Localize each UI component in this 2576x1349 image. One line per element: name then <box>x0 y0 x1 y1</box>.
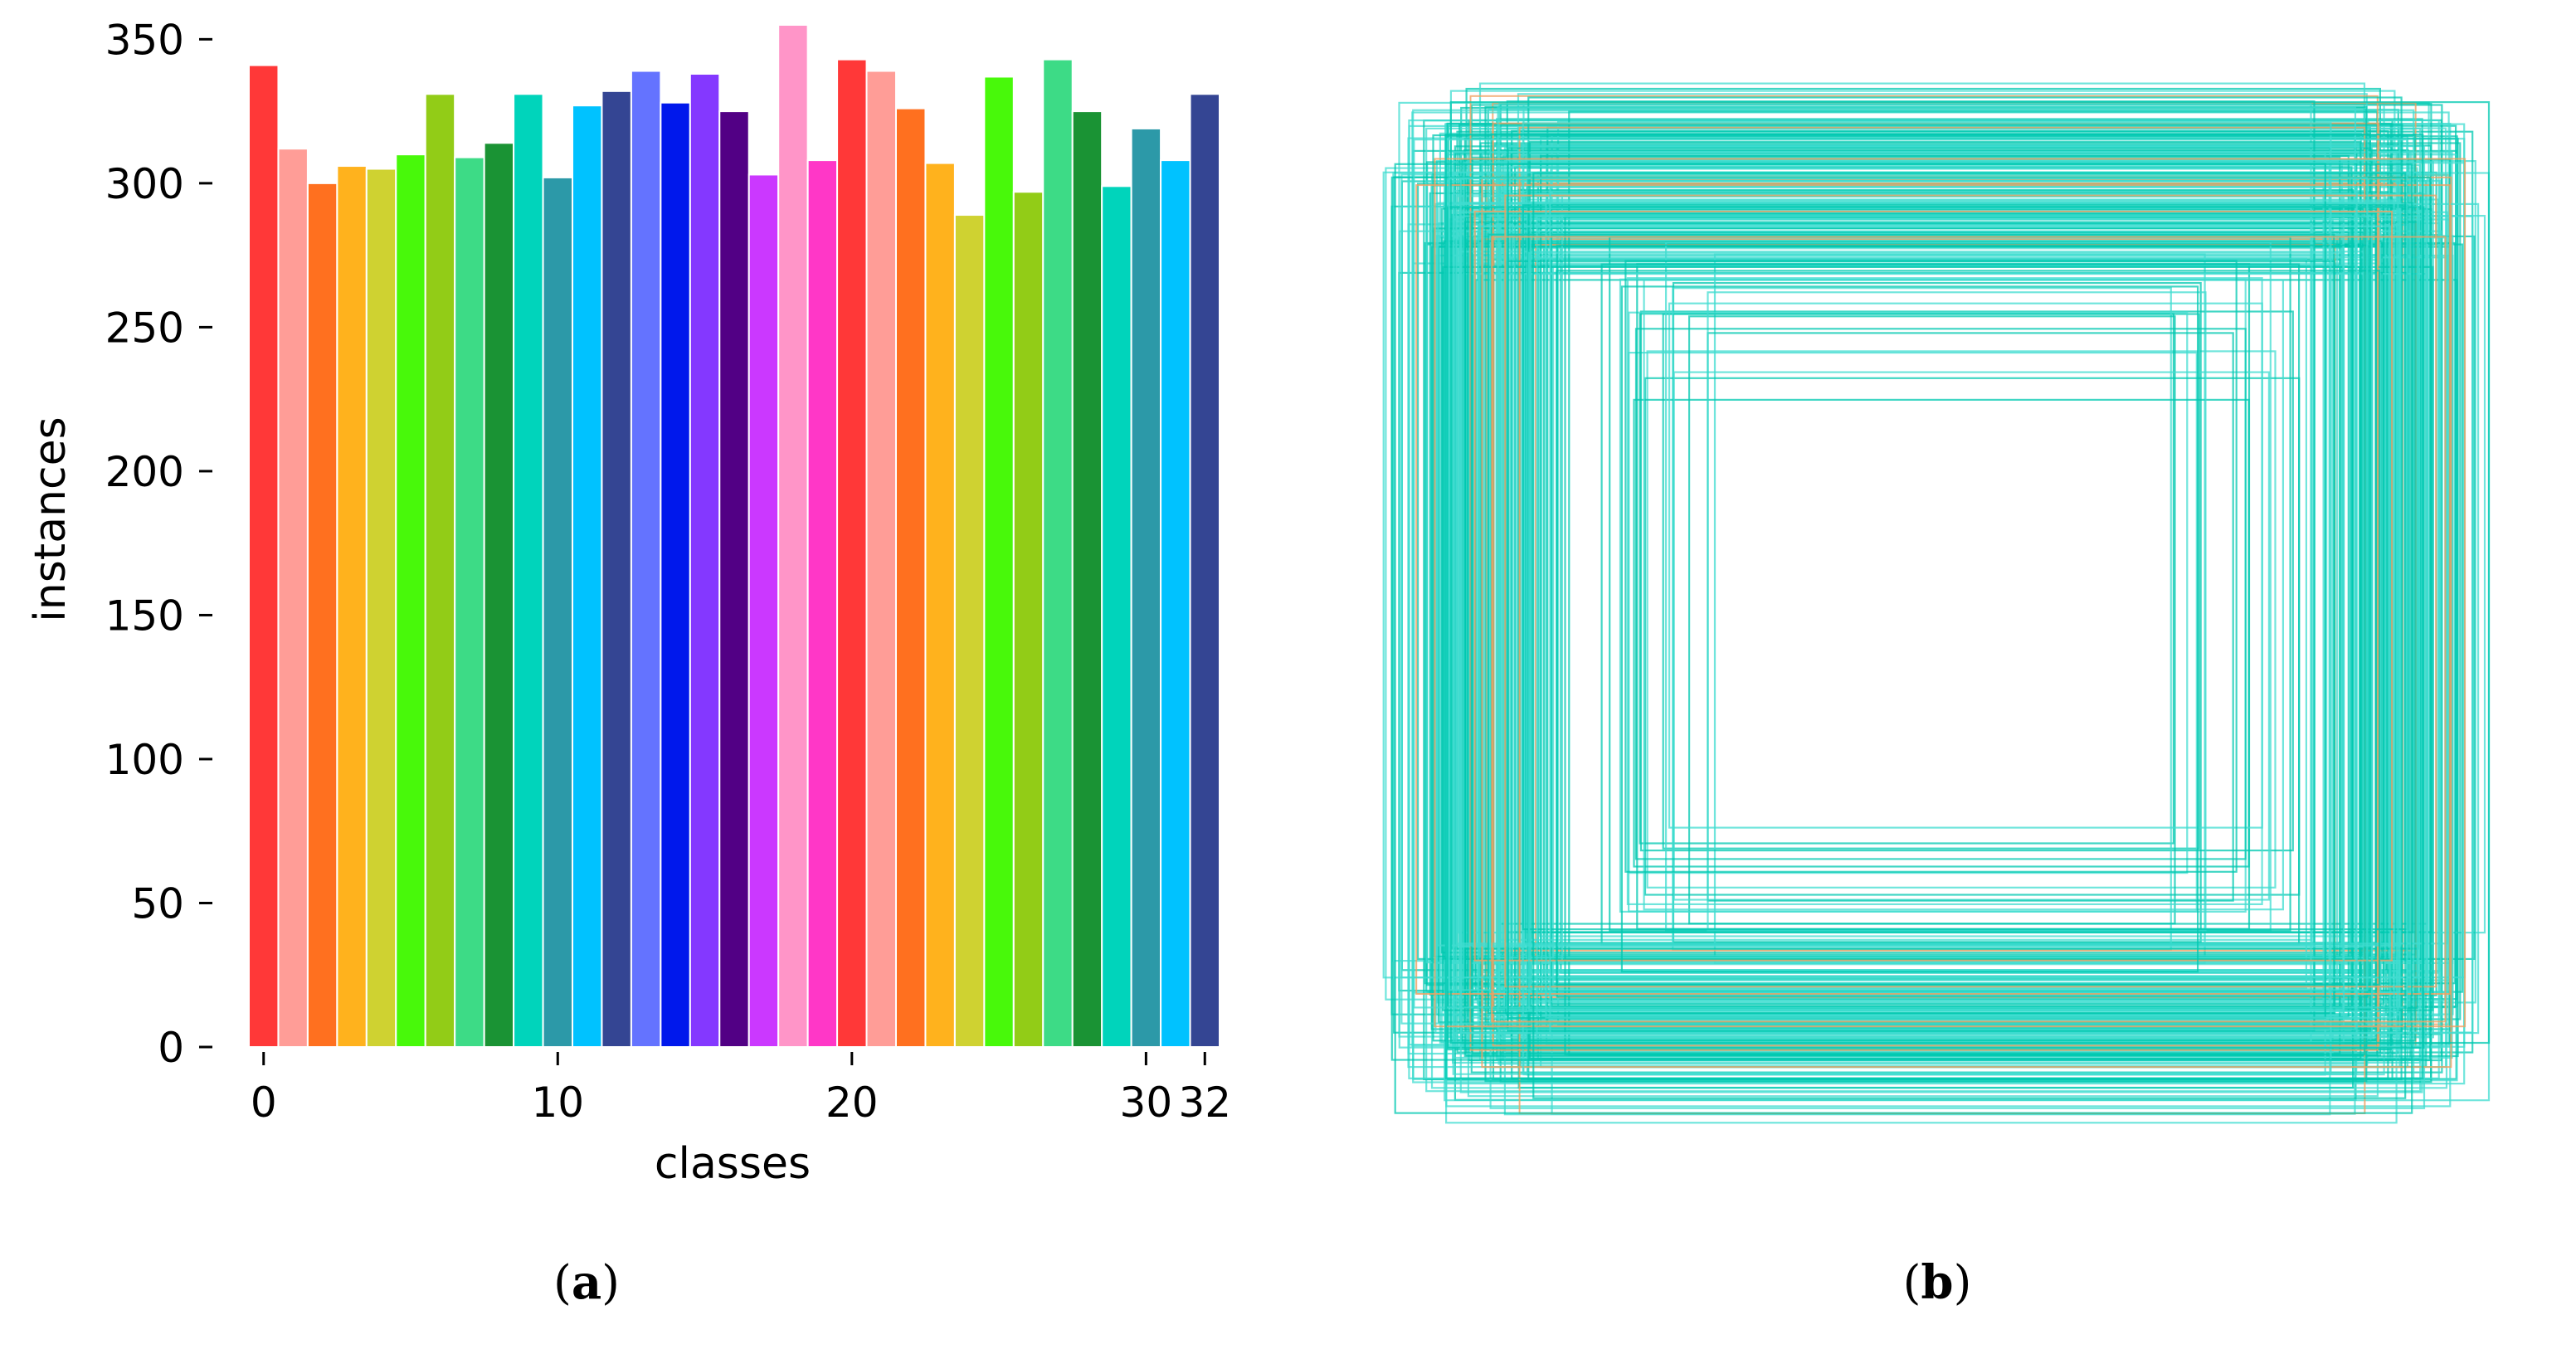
bar-class-21 <box>865 70 898 1048</box>
bar-class-4 <box>365 168 397 1048</box>
box-outline <box>1620 285 2199 973</box>
y-tick-label: 0 <box>158 1024 184 1072</box>
box-outlines <box>1382 82 2491 1124</box>
box-outline <box>1532 172 2407 1099</box>
y-axis-title: instances <box>26 416 75 621</box>
box-outline <box>1437 202 2402 947</box>
bar-series <box>248 24 1221 1049</box>
box-outline <box>1646 350 2277 889</box>
box-outline <box>1556 270 2381 986</box>
bar-class-3 <box>336 165 368 1048</box>
box-overlay-panel: (b) <box>1382 82 2491 1310</box>
box-outline <box>1639 310 2294 852</box>
y-tick-label: 150 <box>105 592 184 640</box>
box-outline <box>1643 279 2284 911</box>
box-outline <box>1707 291 2207 932</box>
box-outline <box>1506 159 2399 1013</box>
box-outline <box>1448 177 2369 991</box>
y-tick-label: 350 <box>105 16 184 64</box>
box-outline <box>1626 277 2263 906</box>
bar-class-5 <box>395 153 426 1048</box>
box-outline <box>1549 186 2358 1035</box>
box-outline <box>1508 165 2330 1003</box>
box-outline <box>1628 311 2189 874</box>
box-outline <box>1449 100 2491 1045</box>
bar-class-30 <box>1130 127 1162 1049</box>
box-outline <box>1415 184 2452 996</box>
box-outline <box>1434 158 2466 1028</box>
y-tick-label: 100 <box>105 736 184 784</box>
x-axis: 0 10 20 30 32 <box>251 1052 1231 1127</box>
panel-label-b: (b) <box>1903 1255 1972 1310</box>
box-outline <box>1491 236 2447 1023</box>
bar-class-25 <box>983 75 1015 1049</box>
bar-class-0 <box>248 64 280 1049</box>
bar-class-11 <box>572 105 603 1048</box>
bar-class-29 <box>1101 185 1132 1049</box>
bar-class-20 <box>836 58 868 1048</box>
x-tick-label: 10 <box>531 1079 584 1127</box>
bar-class-26 <box>1012 191 1045 1048</box>
bar-class-17 <box>747 173 780 1049</box>
bar-class-15 <box>689 73 721 1048</box>
box-outline <box>1497 106 2357 1030</box>
bar-class-10 <box>542 176 573 1048</box>
bar-class-19 <box>806 159 839 1049</box>
bar-class-14 <box>660 101 691 1049</box>
bar-class-13 <box>630 70 662 1048</box>
box-outline <box>1473 210 2393 962</box>
bar-class-23 <box>924 162 956 1049</box>
y-tick-label: 50 <box>131 879 184 928</box>
box-outline <box>1634 328 2247 860</box>
bar-class-28 <box>1071 110 1103 1049</box>
box-outline <box>1487 233 2335 1015</box>
box-outline <box>1413 139 2408 1009</box>
y-axis: 0 50 100 150 200 250 300 350 <box>105 16 212 1072</box>
bar-class-32 <box>1189 93 1221 1048</box>
box-outline <box>1504 194 2437 988</box>
bar-class-7 <box>454 156 485 1048</box>
bar-class-9 <box>513 93 544 1048</box>
bar-class-6 <box>424 93 456 1048</box>
x-tick-label: 32 <box>1178 1079 1231 1127</box>
x-axis-title: classes <box>655 1139 811 1189</box>
bar-class-24 <box>953 214 986 1048</box>
box-outline <box>1624 260 2238 873</box>
x-tick-label: 0 <box>251 1079 277 1127</box>
box-outline <box>1687 315 2176 925</box>
y-tick-label: 300 <box>105 160 184 208</box>
y-tick-label: 200 <box>105 448 184 496</box>
box-outline <box>1633 398 2250 868</box>
box-outline <box>1527 251 2345 1011</box>
box-outline <box>1443 240 2384 960</box>
x-tick-label: 30 <box>1120 1079 1173 1127</box>
bar-class-8 <box>483 142 515 1048</box>
bar-class-2 <box>306 182 338 1048</box>
box-outline <box>1444 134 2424 1079</box>
box-outline <box>1639 313 2174 845</box>
bar-class-1 <box>277 148 309 1049</box>
box-outline <box>1469 95 2379 1051</box>
bar-class-22 <box>895 107 927 1048</box>
box-outline <box>1545 199 2395 1019</box>
x-tick-label: 20 <box>825 1079 879 1127</box>
box-outline <box>1536 215 2374 1039</box>
bar-class-27 <box>1042 58 1074 1048</box>
bar-class-16 <box>718 110 750 1049</box>
bar-class-31 <box>1160 159 1191 1049</box>
box-outline <box>1672 287 2172 951</box>
bar-class-18 <box>777 24 809 1048</box>
bar-class-12 <box>601 90 632 1049</box>
panel-label-a: (a) <box>553 1255 620 1310</box>
y-tick-label: 250 <box>105 304 184 352</box>
